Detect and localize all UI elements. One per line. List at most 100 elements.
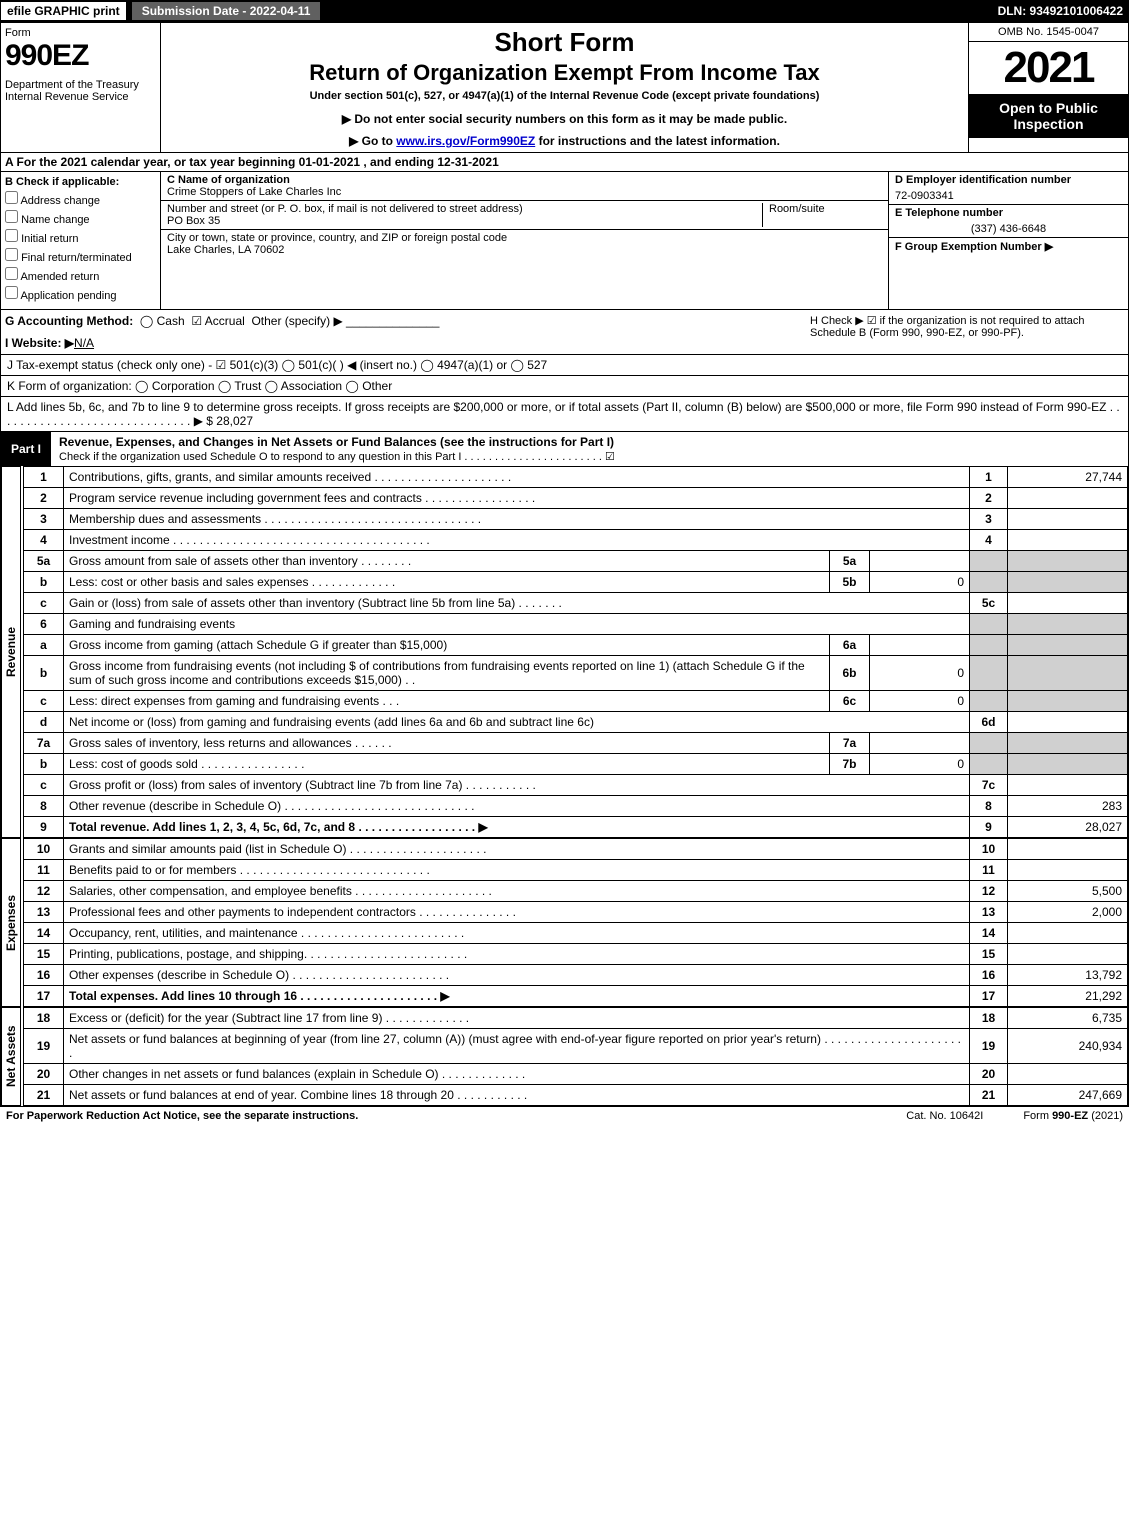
line-amt: [1008, 754, 1128, 775]
city-label: City or town, state or province, country…: [167, 232, 507, 244]
line-amt: [1008, 944, 1128, 965]
submission-date-button[interactable]: Submission Date - 2022-04-11: [131, 1, 322, 21]
irs-link[interactable]: www.irs.gov/Form990EZ: [396, 134, 535, 148]
line-num: 11: [24, 860, 64, 881]
line-num: 15: [24, 944, 64, 965]
line-subamt: [870, 635, 970, 656]
line-19: 19Net assets or fund balances at beginni…: [24, 1029, 1128, 1064]
chk-initial-return-box[interactable]: [5, 229, 18, 242]
line-num: 10: [24, 839, 64, 860]
street-label: Number and street (or P. O. box, if mail…: [167, 203, 523, 215]
line-text: Other expenses (describe in Schedule O) …: [64, 965, 970, 986]
line-num: c: [24, 593, 64, 614]
g-accrual: Accrual: [205, 314, 245, 328]
line-text: Gross profit or (loss) from sales of inv…: [64, 775, 970, 796]
goto-suffix: for instructions and the latest informat…: [535, 134, 780, 148]
row-j: J Tax-exempt status (check only one) - ☑…: [1, 355, 1128, 376]
g-other: Other (specify) ▶: [251, 314, 342, 328]
line-amt: 5,500: [1008, 881, 1128, 902]
revenue-section: Revenue 1Contributions, gifts, grants, a…: [1, 466, 1128, 838]
line-num: b: [24, 754, 64, 775]
return-title: Return of Organization Exempt From Incom…: [169, 60, 960, 86]
line-amt: [1008, 551, 1128, 572]
line-text: Printing, publications, postage, and shi…: [64, 944, 970, 965]
line-num: a: [24, 635, 64, 656]
footer-right: Form 990-EZ (2021): [1023, 1110, 1123, 1122]
d-ein-label: D Employer identification number: [889, 172, 1128, 188]
line-rn: [970, 691, 1008, 712]
line-rn: 9: [970, 817, 1008, 838]
line-9: 9Total revenue. Add lines 1, 2, 3, 4, 5c…: [24, 817, 1128, 838]
line-amt: 27,744: [1008, 467, 1128, 488]
net-assets-table: 18Excess or (deficit) for the year (Subt…: [23, 1007, 1128, 1106]
line-rn: 12: [970, 881, 1008, 902]
line-text: Benefits paid to or for members . . . . …: [64, 860, 970, 881]
line-num: 12: [24, 881, 64, 902]
line-text: Other changes in net assets or fund bala…: [64, 1064, 970, 1085]
line-text: Gross income from gaming (attach Schedul…: [64, 635, 830, 656]
chk-address-change-box[interactable]: [5, 191, 18, 204]
line-3: 3Membership dues and assessments . . . .…: [24, 509, 1128, 530]
chk-label: Initial return: [21, 233, 78, 245]
chk-address-change[interactable]: Address change: [5, 191, 156, 207]
line-amt: 2,000: [1008, 902, 1128, 923]
line-8: 8Other revenue (describe in Schedule O) …: [24, 796, 1128, 817]
top-bar: efile GRAPHIC print Submission Date - 20…: [0, 0, 1129, 22]
line-2: 2Program service revenue including gover…: [24, 488, 1128, 509]
line-rn: [970, 656, 1008, 691]
tax-year: 2021: [969, 42, 1128, 94]
line-7c: cGross profit or (loss) from sales of in…: [24, 775, 1128, 796]
line-num: 6: [24, 614, 64, 635]
i-label: I Website: ▶: [5, 336, 74, 350]
line-6c: cLess: direct expenses from gaming and f…: [24, 691, 1128, 712]
form-header: Form 990EZ Department of the Treasury In…: [1, 23, 1128, 153]
chk-initial-return[interactable]: Initial return: [5, 229, 156, 245]
line-amt: [1008, 691, 1128, 712]
chk-name-change[interactable]: Name change: [5, 210, 156, 226]
dln-label: DLN: 93492101006422: [998, 4, 1129, 18]
net-assets-side-label: Net Assets: [1, 1007, 21, 1106]
line-sub: 5a: [830, 551, 870, 572]
line-11: 11Benefits paid to or for members . . . …: [24, 860, 1128, 881]
line-num: 21: [24, 1085, 64, 1106]
chk-final-return[interactable]: Final return/terminated: [5, 248, 156, 264]
line-rn: 6d: [970, 712, 1008, 733]
org-name: Crime Stoppers of Lake Charles Inc: [167, 186, 341, 198]
chk-name-change-box[interactable]: [5, 210, 18, 223]
col-d-e-f: D Employer identification number 72-0903…: [888, 172, 1128, 309]
line-6a: aGross income from gaming (attach Schedu…: [24, 635, 1128, 656]
header-left: Form 990EZ Department of the Treasury In…: [1, 23, 161, 152]
line-20: 20Other changes in net assets or fund ba…: [24, 1064, 1128, 1085]
line-amt: [1008, 572, 1128, 593]
city-value: Lake Charles, LA 70602: [167, 244, 284, 256]
chk-application-pending[interactable]: Application pending: [5, 286, 156, 302]
line-num: d: [24, 712, 64, 733]
line-rn: [970, 614, 1008, 635]
chk-amended-return[interactable]: Amended return: [5, 267, 156, 283]
line-text: Gross amount from sale of assets other t…: [64, 551, 830, 572]
line-text: Professional fees and other payments to …: [64, 902, 970, 923]
line-amt: 247,669: [1008, 1085, 1128, 1106]
line-subamt: [870, 733, 970, 754]
line-6b: bGross income from fundraising events (n…: [24, 656, 1128, 691]
chk-amended-return-box[interactable]: [5, 267, 18, 280]
line-13: 13Professional fees and other payments t…: [24, 902, 1128, 923]
line-17: 17Total expenses. Add lines 10 through 1…: [24, 986, 1128, 1007]
line-amt: [1008, 614, 1128, 635]
chk-final-return-box[interactable]: [5, 248, 18, 261]
footer-form-word: Form: [1023, 1110, 1052, 1122]
line-text: Net assets or fund balances at beginning…: [64, 1029, 970, 1064]
line-num: 14: [24, 923, 64, 944]
line-amt: [1008, 775, 1128, 796]
line-num: 5a: [24, 551, 64, 572]
chk-application-pending-box[interactable]: [5, 286, 18, 299]
line-num: 17: [24, 986, 64, 1007]
expenses-side-label: Expenses: [1, 838, 21, 1007]
line-7a: 7aGross sales of inventory, less returns…: [24, 733, 1128, 754]
line-15: 15Printing, publications, postage, and s…: [24, 944, 1128, 965]
under-section: Under section 501(c), 527, or 4947(a)(1)…: [169, 90, 960, 102]
part-1-label: Part I: [1, 439, 51, 459]
line-amt: [1008, 509, 1128, 530]
line-text: Total expenses. Add lines 10 through 16 …: [64, 986, 970, 1007]
line-num: 16: [24, 965, 64, 986]
